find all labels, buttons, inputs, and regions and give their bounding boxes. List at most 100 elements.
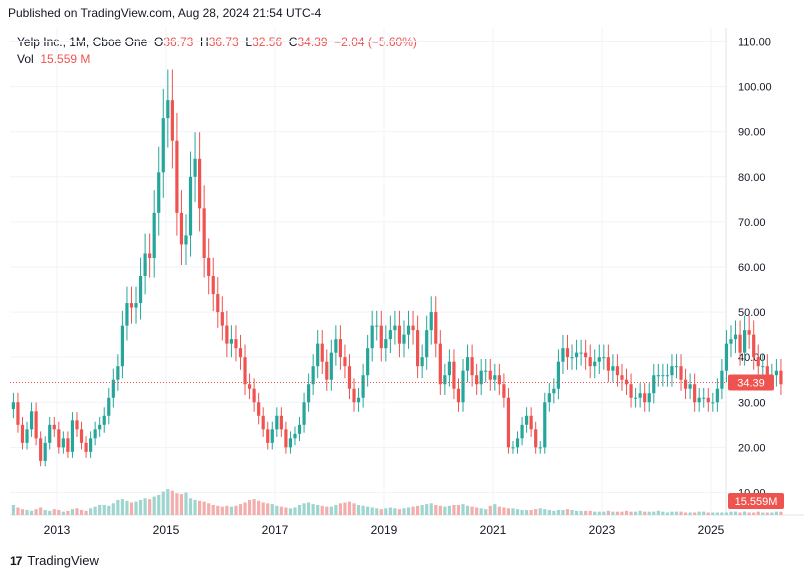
y-tick-label: 110.00 (738, 37, 771, 49)
volume-bar (375, 508, 379, 515)
volume-bar (706, 512, 710, 515)
volume-bar (720, 512, 724, 515)
candle-body (157, 172, 161, 213)
volume-bar (216, 505, 220, 515)
candle-body (207, 257, 211, 277)
candle-body (211, 276, 215, 295)
candle-body (188, 176, 193, 236)
volume-bar (297, 504, 302, 515)
candle-body (606, 357, 610, 371)
volume-bar (584, 510, 588, 515)
volume-bar (243, 502, 247, 515)
volume-bar (166, 489, 170, 515)
volume-bar (107, 505, 111, 515)
volume-bar (238, 504, 243, 515)
candle-body (497, 375, 501, 385)
candle-body (288, 438, 293, 448)
volume-bar (547, 509, 551, 515)
x-tick-label: 2015 (153, 523, 180, 537)
candle-body (52, 424, 56, 430)
volume-bar (529, 509, 533, 515)
candle-body (270, 429, 274, 443)
candle-body (520, 424, 524, 439)
candle-body (316, 343, 320, 367)
volume-bar (379, 509, 383, 515)
volume-bar (279, 506, 283, 515)
candle-body (84, 442, 88, 452)
candle-body (652, 375, 656, 394)
volume-bar (443, 506, 447, 515)
volume-bar (229, 506, 233, 515)
candle-body (366, 348, 370, 376)
volume-bar (579, 510, 583, 515)
volume-bar (43, 509, 47, 515)
volume-bar (334, 504, 338, 515)
volume-bar (465, 505, 470, 515)
candle-body (670, 366, 674, 376)
volume-bar (602, 511, 606, 515)
candle-body (683, 379, 688, 389)
volume-bar (538, 508, 542, 515)
candle-body (461, 370, 465, 403)
y-tick-label: 60.00 (738, 262, 766, 274)
volume-bar (352, 503, 356, 515)
candle-body (574, 352, 579, 358)
volume-bar (366, 506, 370, 515)
volume-bar (552, 510, 556, 515)
volume-bar (193, 499, 197, 515)
volume-bar (588, 510, 592, 515)
candle-body (688, 384, 692, 389)
candle-body (756, 357, 760, 367)
volume-bar (293, 507, 297, 515)
candle-body (406, 325, 411, 335)
candle-body (238, 348, 243, 358)
volume-bar (688, 512, 692, 515)
volume-bar (175, 493, 179, 515)
volume-bar (384, 508, 388, 515)
volume-bar (733, 511, 738, 515)
volume-bar (261, 502, 265, 515)
volume-bar (188, 498, 193, 515)
candle-body (293, 433, 297, 439)
candle-body (179, 212, 184, 245)
volume-bar (711, 512, 715, 515)
candle-body (502, 384, 506, 398)
volume-bar (75, 508, 79, 515)
volume-bar (670, 511, 674, 515)
volume-bar (34, 509, 38, 515)
candle-body (565, 348, 570, 358)
volume-bar (456, 504, 461, 515)
volume-bar (434, 504, 438, 515)
volume-bar (84, 510, 88, 515)
volume-bar (661, 511, 665, 515)
candle-body (697, 397, 701, 403)
volume-bar (615, 511, 620, 515)
volume-bar (656, 510, 660, 515)
volume-bar (420, 504, 424, 515)
volume-bar (574, 510, 579, 515)
volume-bar (652, 511, 656, 515)
candle-body (216, 294, 220, 313)
volume-bar (57, 509, 61, 515)
volume-bar (61, 511, 65, 515)
candle-body (307, 384, 311, 403)
candle-body (547, 393, 551, 403)
candle-body (279, 415, 283, 430)
volume-bar (484, 509, 488, 515)
volume-bar (461, 504, 465, 515)
candle-body (416, 330, 420, 367)
volume-bar (475, 507, 479, 515)
volume-bar (397, 509, 402, 515)
tv-logo-icon: 17 (10, 553, 22, 568)
volume-bar (479, 508, 483, 515)
candle-body (552, 388, 556, 394)
candle-body (402, 334, 406, 344)
candle-body (379, 325, 383, 349)
volume-bar (266, 503, 270, 515)
candle-body (774, 370, 778, 376)
volume-bar (452, 504, 456, 515)
volume-bar (570, 509, 574, 515)
candle-body (397, 325, 402, 344)
volume-bar (774, 511, 778, 515)
